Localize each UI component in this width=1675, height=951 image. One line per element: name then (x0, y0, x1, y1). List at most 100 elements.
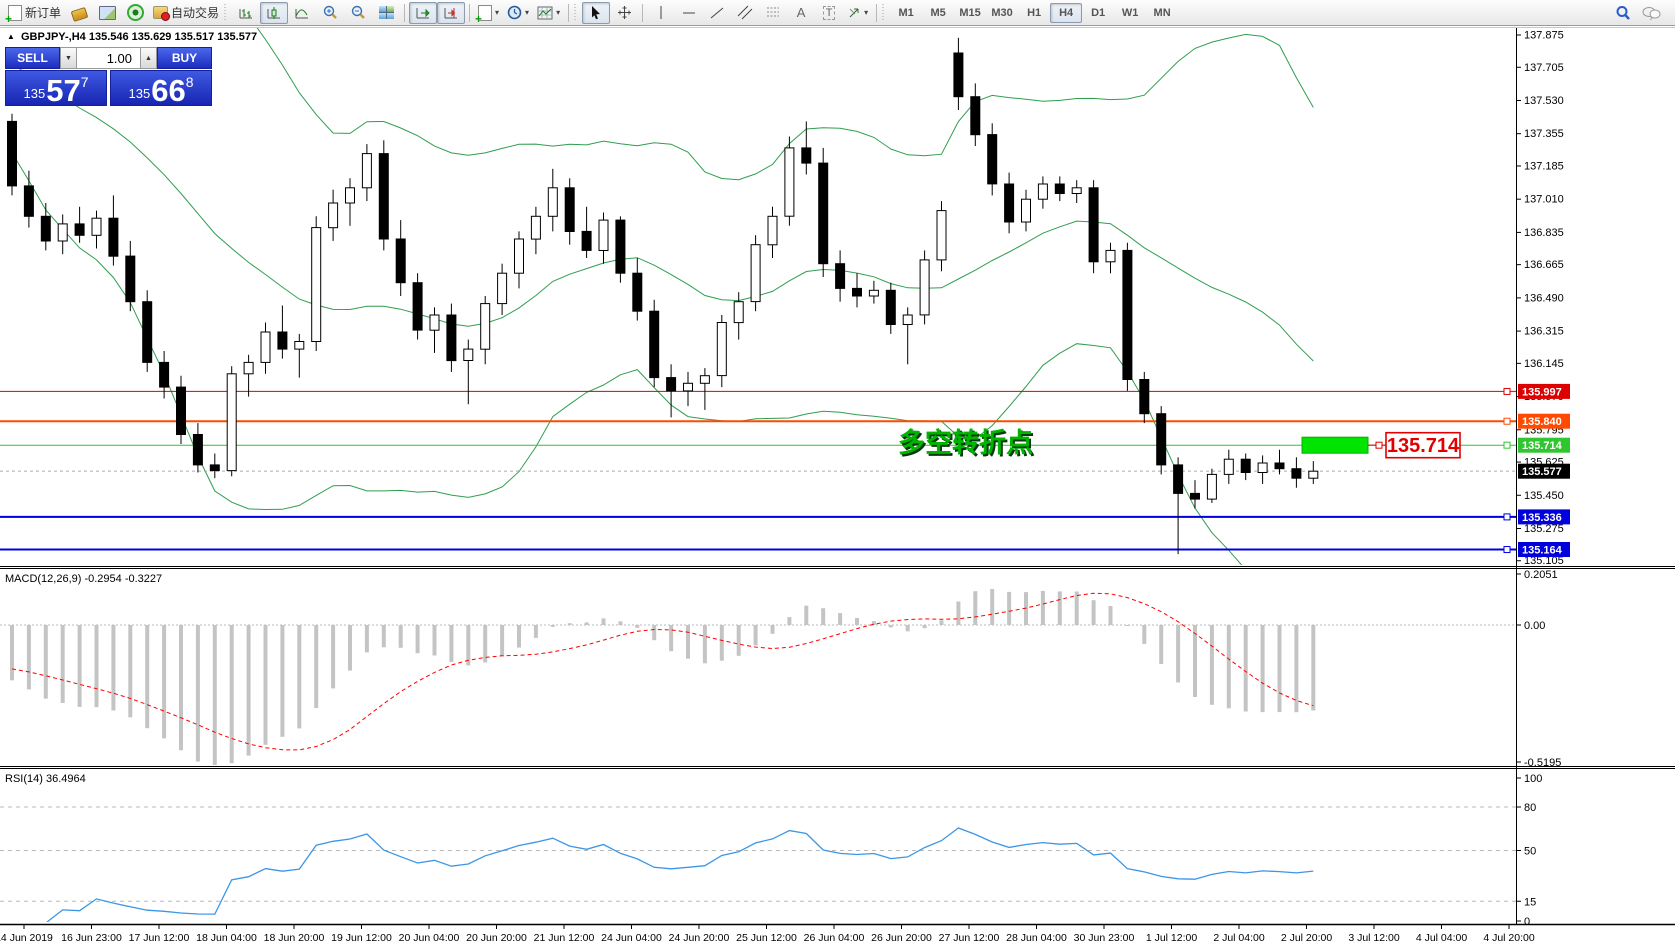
callout-handle[interactable] (1375, 441, 1383, 449)
horizontal-line-tool-button[interactable] (675, 2, 703, 24)
level-handle[interactable] (1503, 546, 1511, 554)
time-axis-label[interactable]: 24 Jun 04:00 (601, 932, 662, 944)
timeframe-mn-button[interactable]: MN (1153, 6, 1171, 19)
timeframe-m30-button[interactable]: M30 (991, 6, 1013, 19)
time-axis-label[interactable]: 1 Jul 12:00 (1146, 932, 1198, 944)
volume-increase-button[interactable]: ▲ (140, 47, 157, 69)
annotation-text[interactable]: 多空转折点 (898, 427, 1033, 458)
timeframe-m1-button[interactable]: M1 (898, 6, 914, 19)
indicators-button[interactable]: + ▾ (474, 2, 503, 25)
timeframe-h4-button[interactable]: H4 (1050, 2, 1083, 23)
time-axis-label[interactable]: 16 Jun 23:00 (61, 932, 122, 944)
arrows-tool-button[interactable]: ▾ (843, 2, 872, 24)
zoom-out-button[interactable] (344, 2, 372, 24)
trendline-tool-button[interactable] (703, 2, 731, 24)
time-axis-label[interactable]: 4 Jul 04:00 (1416, 932, 1468, 944)
chart-shift-button[interactable] (437, 1, 466, 24)
buy-button[interactable]: BUY (157, 47, 212, 69)
buy-price-box[interactable]: 135 66 8 (110, 70, 212, 106)
sell-price-box[interactable]: 135 57 7 (5, 70, 107, 106)
channel-tool-button[interactable] (731, 2, 759, 24)
time-axis-label[interactable]: 19 Jun 12:00 (331, 932, 392, 944)
bar-chart-type-button[interactable] (232, 2, 260, 24)
price-tick-label: 137.355 (1524, 128, 1564, 140)
time-axis-label[interactable]: 17 Jun 12:00 (129, 932, 190, 944)
time-axis-label[interactable]: 2 Jul 20:00 (1281, 932, 1333, 944)
buy-price-prefix: 135 (128, 86, 151, 101)
tile-windows-button[interactable] (372, 2, 400, 24)
cursor-tool-button[interactable] (582, 1, 611, 24)
level-handle[interactable] (1503, 417, 1511, 425)
macd-histogram-bar (364, 625, 369, 653)
new-order-button[interactable]: + 新订单 (4, 2, 65, 25)
time-axis-label[interactable]: 26 Jun 04:00 (804, 932, 865, 944)
level-handle[interactable] (1503, 387, 1511, 395)
time-axis-label[interactable]: 24 Jun 20:00 (669, 932, 730, 944)
bull-candle (868, 289, 879, 297)
timeframe-d1-button[interactable]: D1 (1091, 6, 1106, 19)
timeframe-m5-button[interactable]: M5 (930, 6, 946, 19)
time-axis-label[interactable]: 25 Jun 12:00 (736, 932, 797, 944)
price-tick-label: 136.665 (1524, 259, 1564, 271)
collapse-arrow-icon[interactable]: ▲ (7, 32, 15, 41)
periods-button[interactable]: ▾ (503, 2, 533, 24)
time-axis-label[interactable]: 27 Jun 12:00 (939, 932, 1000, 944)
volume-decrease-button[interactable]: ▼ (60, 47, 77, 69)
timeframe-w1-button[interactable]: W1 (1121, 6, 1139, 19)
time-axis-label[interactable]: 18 Jun 04:00 (196, 932, 257, 944)
macd-histogram-bar (212, 625, 217, 765)
trendline-icon (710, 7, 724, 18)
bear-candle (446, 314, 457, 362)
time-axis-label[interactable]: 14 Jun 2019 (0, 932, 53, 944)
line-chart-type-button[interactable] (288, 2, 316, 24)
level-handle[interactable] (1503, 441, 1511, 449)
chat-button[interactable] (1637, 2, 1665, 24)
time-axis-label[interactable]: 18 Jun 20:00 (264, 932, 325, 944)
auto-scroll-button[interactable] (409, 1, 438, 24)
time-axis-label[interactable]: 20 Jun 04:00 (399, 932, 460, 944)
new-order-icon: + (5, 4, 22, 25)
green-highlight-box[interactable] (1301, 436, 1369, 454)
timeframe-h1-button[interactable]: H1 (1027, 6, 1042, 19)
vertical-line-tool-button[interactable] (647, 2, 675, 24)
crosshair-tool-button[interactable] (610, 2, 638, 24)
bull-candle (902, 314, 913, 325)
fibonacci-tool-button[interactable] (759, 2, 787, 24)
time-axis-label[interactable]: 2 Jul 04:00 (1213, 932, 1265, 944)
time-axis-label[interactable]: 3 Jul 12:00 (1348, 932, 1400, 944)
candlestick-chart-type-button[interactable] (260, 1, 289, 24)
caret-down-icon: ▾ (525, 7, 530, 17)
time-axis-label[interactable]: 21 Jun 12:00 (534, 932, 595, 944)
macd-histogram-bar (855, 617, 859, 625)
timeframe-m15-button[interactable]: M15 (959, 6, 981, 19)
toolbar-grip[interactable] (224, 3, 230, 22)
price-callout-box[interactable] (1385, 431, 1461, 459)
eraser-button[interactable] (65, 2, 93, 24)
autotrading-button[interactable]: 自动交易 (149, 2, 223, 24)
bear-candle (1274, 462, 1285, 470)
time-axis-label[interactable]: 4 Jul 20:00 (1483, 932, 1535, 944)
toolbar-grip[interactable] (882, 3, 888, 22)
time-axis-label[interactable]: 30 Jun 23:00 (1074, 932, 1135, 944)
text-label-tool-button[interactable]: T (815, 2, 843, 24)
toolbar-grip[interactable] (574, 3, 580, 22)
search-button[interactable] (1609, 2, 1637, 24)
signals-button[interactable] (121, 2, 149, 24)
macd-histogram-bar (145, 625, 150, 729)
time-axis-label[interactable]: 26 Jun 20:00 (871, 932, 932, 944)
charts-window-button[interactable] (93, 2, 121, 24)
zoom-in-button[interactable] (316, 2, 344, 24)
volume-input[interactable]: 1.00 (77, 47, 140, 69)
time-axis-label[interactable]: 28 Jun 04:00 (1006, 932, 1067, 944)
macd-histogram-bar (905, 625, 910, 632)
templates-button[interactable]: ▾ (533, 2, 564, 24)
time-axis-label[interactable]: 20 Jun 20:00 (466, 932, 527, 944)
bear-candle (615, 219, 626, 274)
level-handle[interactable] (1503, 513, 1511, 521)
bear-candle (395, 238, 406, 284)
macd-histogram-bar (753, 625, 758, 646)
text-tool-button[interactable]: A (787, 2, 815, 24)
sell-button[interactable]: SELL (5, 47, 60, 69)
bull-candle (243, 361, 254, 375)
